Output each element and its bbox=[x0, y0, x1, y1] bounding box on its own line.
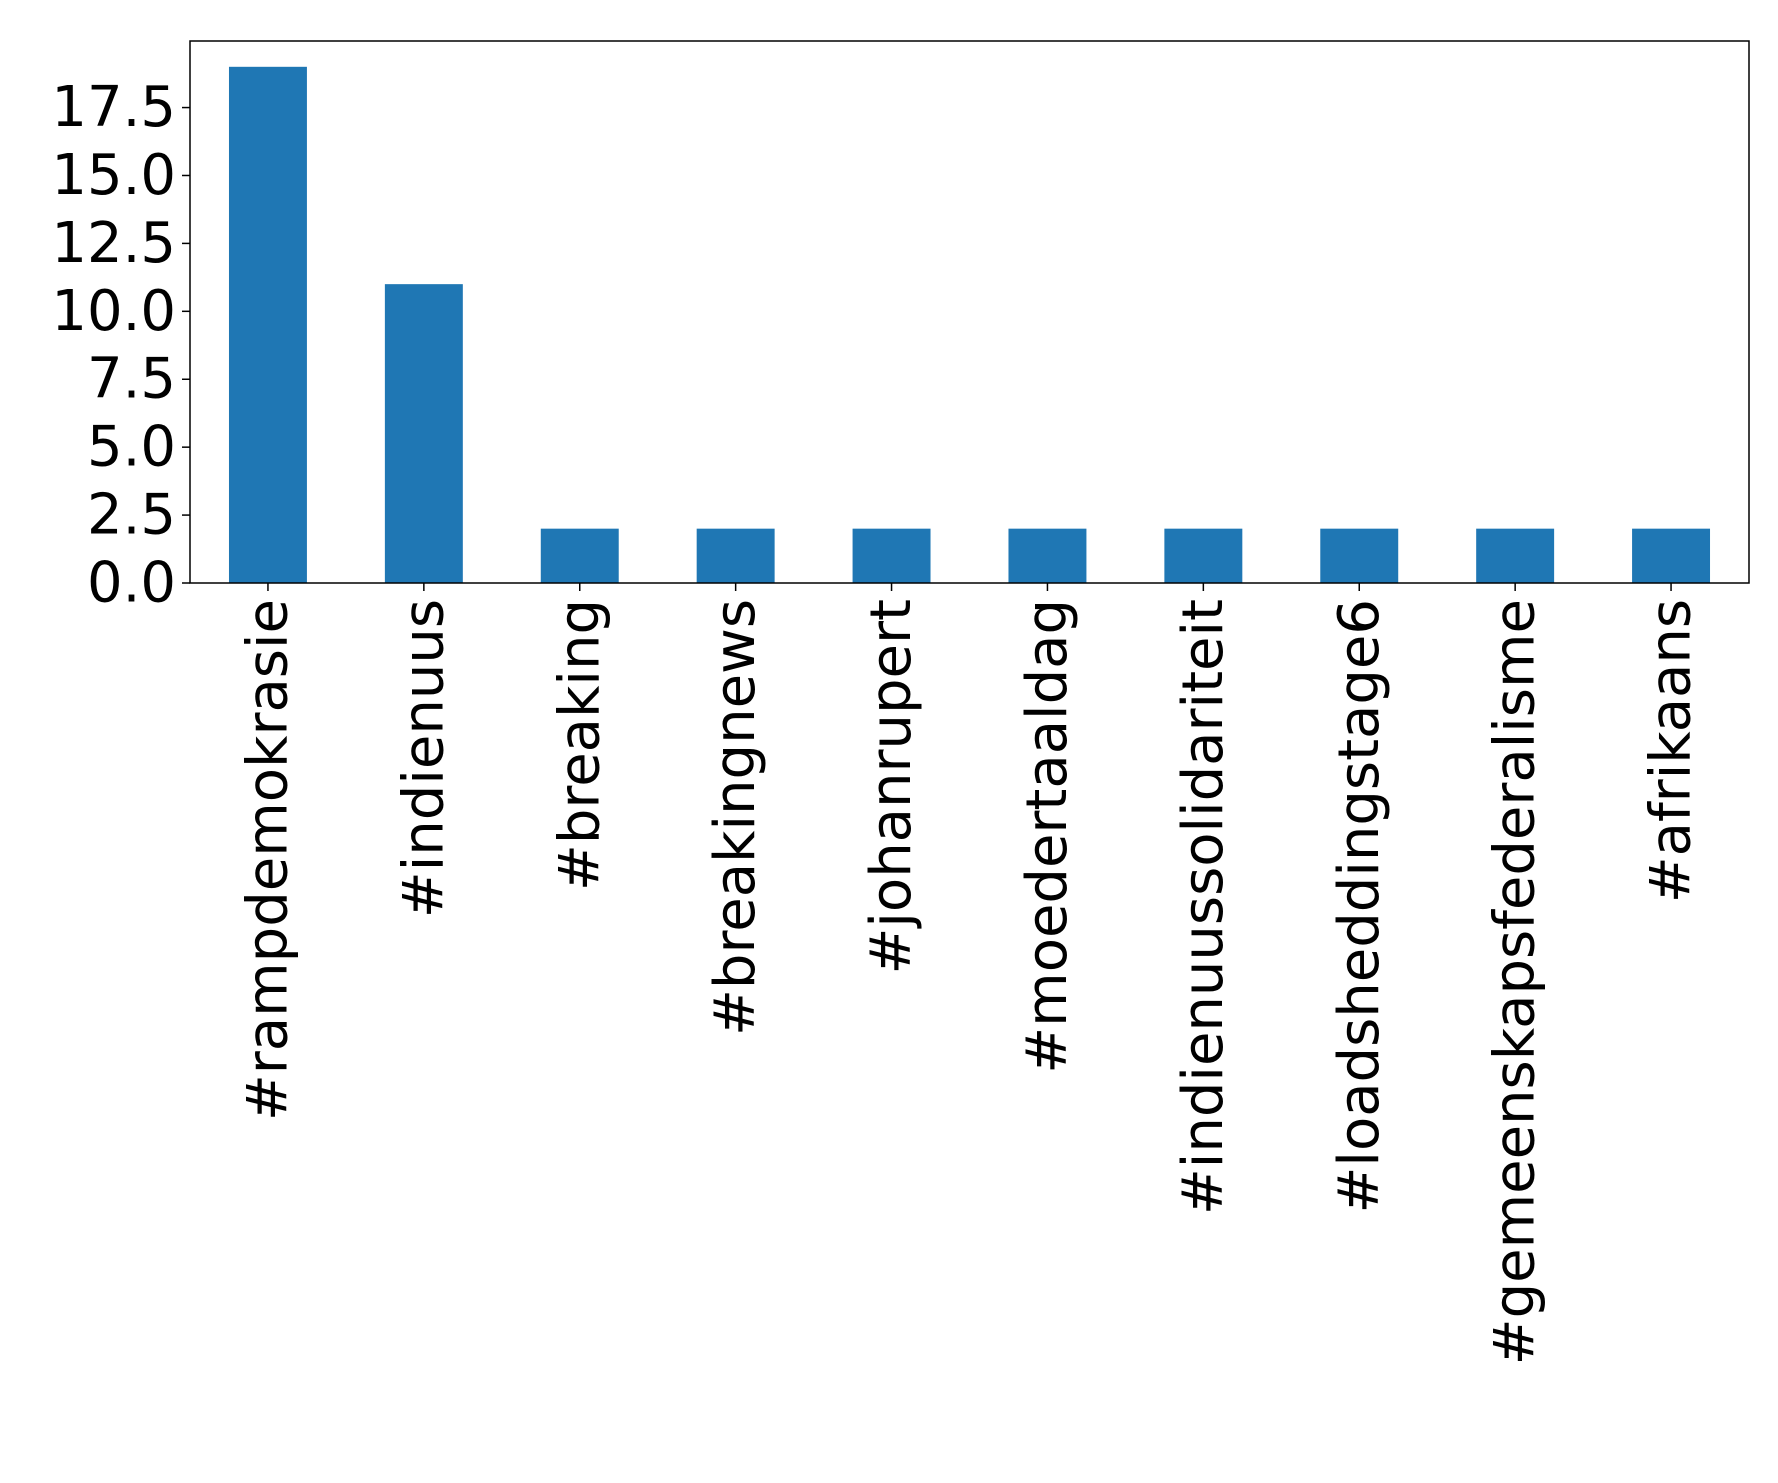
bars-group bbox=[228, 66, 1711, 584]
x-tick-label: #moedertaaldag bbox=[1015, 599, 1080, 1074]
bar bbox=[228, 66, 307, 584]
y-tick-label: 7.5 bbox=[87, 347, 176, 412]
bar bbox=[1008, 528, 1087, 583]
bar bbox=[540, 528, 619, 583]
x-tick-label: #johanrupert bbox=[859, 599, 924, 975]
y-tick-label: 15.0 bbox=[51, 143, 176, 208]
x-tick-label: #rampdemokrasie bbox=[235, 599, 300, 1121]
y-tick-label: 17.5 bbox=[51, 75, 176, 140]
plot-frame bbox=[189, 40, 1750, 584]
x-tick-label: #loadsheddingstage6 bbox=[1327, 599, 1392, 1214]
bar bbox=[1632, 528, 1711, 583]
y-tick-label: 12.5 bbox=[51, 211, 176, 276]
bar bbox=[1164, 528, 1243, 583]
x-tick-label: #gemeenskapsfederalisme bbox=[1483, 599, 1548, 1365]
y-tick-label: 0.0 bbox=[87, 551, 176, 616]
x-tick-label: #indienuussolidariteit bbox=[1171, 599, 1236, 1215]
bar bbox=[1320, 528, 1399, 583]
y-tick-label: 10.0 bbox=[51, 279, 176, 344]
x-tick-label: #afrikaans bbox=[1639, 599, 1704, 903]
y-axis: 0.02.55.07.510.012.515.017.5 bbox=[51, 75, 190, 616]
bar bbox=[852, 528, 931, 583]
bar bbox=[384, 284, 463, 583]
y-tick-label: 5.0 bbox=[87, 415, 176, 480]
x-tick-label: #indienuus bbox=[391, 599, 456, 918]
bar bbox=[696, 528, 775, 583]
x-axis: #rampdemokrasie #indienuus #breaking #break… bbox=[235, 583, 1704, 1365]
y-tick-label: 2.5 bbox=[87, 483, 176, 548]
x-tick-label: #breakingnews bbox=[703, 599, 768, 1036]
x-tick-label: #breaking bbox=[547, 599, 612, 891]
bar bbox=[1476, 528, 1555, 583]
